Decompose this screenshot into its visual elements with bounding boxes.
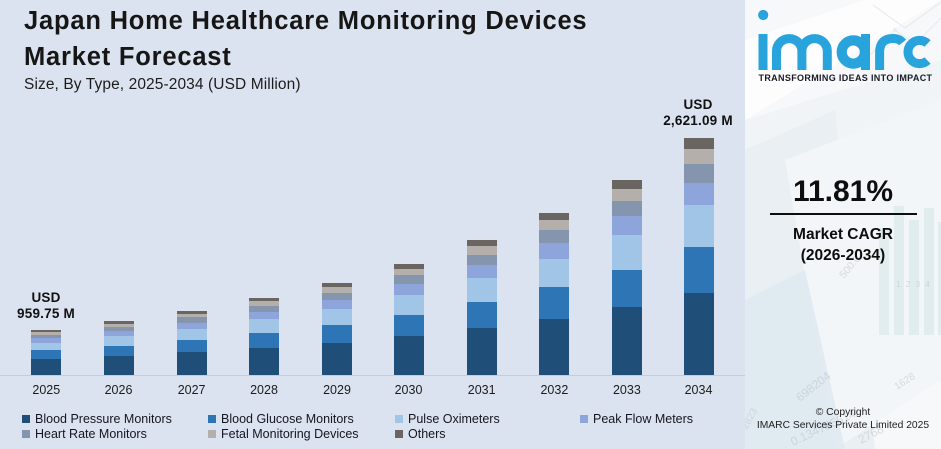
svg-text:1234: 1234 <box>896 279 935 289</box>
